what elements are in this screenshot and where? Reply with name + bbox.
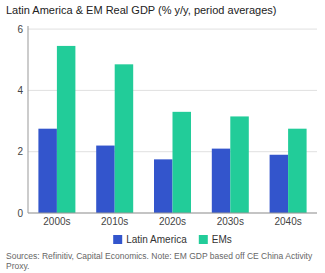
x-tick-label: 2020s xyxy=(159,216,186,227)
x-tick-label: 2040s xyxy=(274,216,301,227)
legend-swatch xyxy=(113,235,122,244)
x-tick-label: 2030s xyxy=(217,216,244,227)
footnote-line: Sources: Refinitiv, Capital Economics. N… xyxy=(6,251,313,261)
y-axis-line xyxy=(28,26,29,213)
legend-swatch xyxy=(199,235,208,244)
legend-label: Latin America xyxy=(126,234,187,245)
footnote: Sources: Refinitiv, Capital Economics. N… xyxy=(6,251,313,271)
bar xyxy=(212,149,230,213)
y-tick-label: 2 xyxy=(17,146,23,157)
y-tick-label: 4 xyxy=(17,85,23,96)
title-line: Latin America & EM Real GDP (% y/y, peri… xyxy=(6,4,276,16)
x-tick-label: 2010s xyxy=(101,216,128,227)
bars xyxy=(38,46,306,213)
legend: Latin America EMs xyxy=(113,234,232,245)
y-tick-label: 6 xyxy=(17,24,23,35)
bar xyxy=(115,64,133,213)
footnote-line: Proxy. xyxy=(6,261,29,271)
bar xyxy=(270,155,288,213)
y-tick-label: 0 xyxy=(17,208,23,219)
chart: Latin America & EM Real GDP (% y/y, peri… xyxy=(0,0,325,273)
title: Latin America & EM Real GDP (% y/y, peri… xyxy=(6,4,276,16)
x-axis-line xyxy=(28,213,317,214)
grid-line xyxy=(28,29,317,30)
bar xyxy=(230,116,248,213)
grid-line xyxy=(28,213,317,214)
x-tick-label: 2000s xyxy=(43,216,70,227)
bar xyxy=(96,146,114,213)
bar xyxy=(57,46,75,213)
bar xyxy=(154,159,172,213)
legend-label: EMs xyxy=(212,234,232,245)
bar xyxy=(173,112,191,213)
bar xyxy=(38,129,56,213)
bar xyxy=(288,129,306,213)
